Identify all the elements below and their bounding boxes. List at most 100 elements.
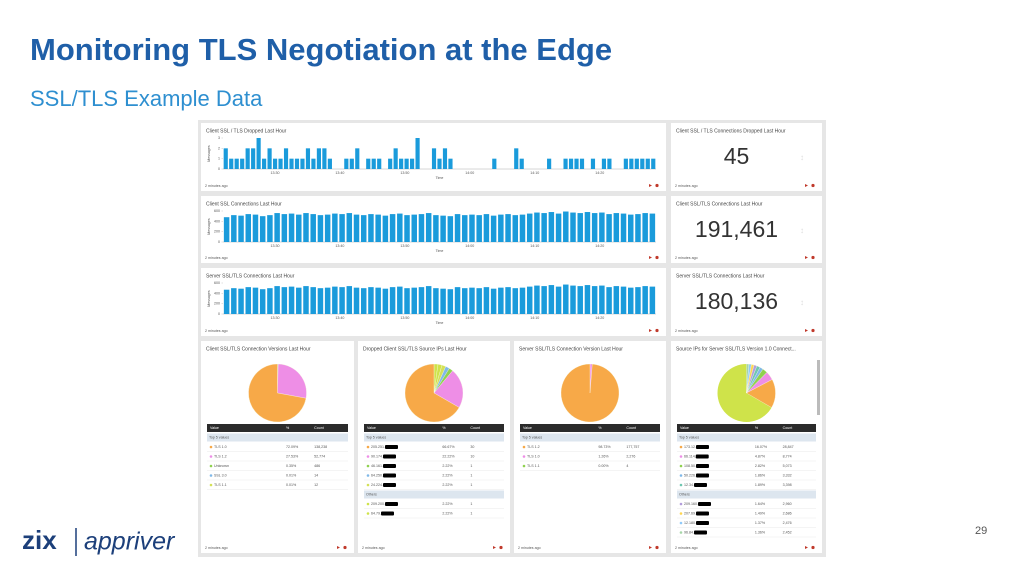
bar <box>305 148 311 169</box>
bar <box>259 216 266 242</box>
row-value: TLS 1.1 <box>214 483 227 487</box>
bar <box>505 214 511 242</box>
bar <box>324 214 331 242</box>
legend-dot <box>366 483 370 487</box>
bar <box>288 213 295 242</box>
bar <box>375 287 381 314</box>
bar <box>620 213 627 242</box>
bar <box>634 158 639 169</box>
bar <box>272 158 278 169</box>
bar <box>289 158 294 169</box>
bar <box>274 286 280 314</box>
time-label: 14:10 <box>530 171 539 175</box>
bar <box>281 214 288 242</box>
group-header <box>520 433 660 442</box>
row-count: 2,452 <box>783 530 792 534</box>
bar <box>548 285 555 314</box>
group-label: Others <box>366 492 377 496</box>
redaction <box>381 511 394 516</box>
bar <box>579 158 585 169</box>
panel-title: Client SSL / TLS Connections Dropped Las… <box>676 128 786 134</box>
bar <box>555 286 562 314</box>
row-percent: 66.67% <box>442 445 455 449</box>
redaction <box>698 502 711 506</box>
bar <box>377 158 382 169</box>
group-header <box>364 433 504 442</box>
bar <box>288 286 295 314</box>
bar <box>607 158 612 169</box>
bar <box>584 212 591 242</box>
y-tick-label: 200 <box>214 230 220 234</box>
bar <box>234 158 239 169</box>
panel-footer: 2 minutes ago <box>205 546 228 550</box>
column-header: Count <box>470 426 480 430</box>
time-label: 14:10 <box>530 244 539 248</box>
bar <box>570 212 576 242</box>
bar <box>490 215 497 242</box>
row-percent: 0.00% <box>598 464 609 468</box>
row-count: 30 <box>470 445 474 449</box>
bar <box>599 212 605 242</box>
column-header: % <box>442 426 446 430</box>
column-header: % <box>598 426 602 430</box>
bar <box>627 214 634 242</box>
play-icon <box>337 546 340 549</box>
pie-slice <box>404 363 460 423</box>
play-icon <box>649 256 652 259</box>
bar <box>548 212 555 242</box>
redaction <box>694 483 707 487</box>
bar <box>382 288 389 314</box>
redaction <box>385 502 398 506</box>
alert-icon <box>655 255 659 260</box>
bar <box>519 214 526 242</box>
bar <box>649 286 656 314</box>
bar <box>563 158 568 169</box>
bar <box>570 285 576 314</box>
bar <box>462 215 468 242</box>
panel-title: Dropped Client SSL/TLS Source IPs Last H… <box>363 346 467 352</box>
bar <box>251 148 256 169</box>
y-tick-label: 0 <box>218 312 220 316</box>
bar <box>440 288 446 314</box>
bar <box>623 158 628 169</box>
row-percent: 0.35% <box>286 464 297 468</box>
bar <box>645 158 650 169</box>
legend-dot <box>679 512 683 515</box>
legend-dot <box>366 464 370 468</box>
panel <box>671 268 822 336</box>
row-value: TLS 1.0 <box>214 445 227 449</box>
row-percent: 72.09% <box>286 445 299 449</box>
bar <box>360 288 367 314</box>
table-header <box>677 424 816 432</box>
bar <box>590 158 596 169</box>
table-header <box>207 424 348 432</box>
redaction <box>696 511 709 516</box>
bar <box>642 213 648 242</box>
bar <box>399 158 404 169</box>
single-value: 45 <box>724 143 750 169</box>
row-percent: 16.07% <box>755 445 768 449</box>
bar <box>262 158 267 169</box>
redaction <box>696 521 709 525</box>
alert-icon <box>343 545 347 550</box>
bar <box>606 214 612 242</box>
bar <box>651 158 656 169</box>
row-percent: 2.22% <box>442 511 453 515</box>
play-icon <box>649 546 652 549</box>
bar <box>267 215 273 242</box>
bar <box>599 285 605 314</box>
bar <box>303 286 309 314</box>
bar <box>498 214 504 242</box>
alert-icon <box>655 183 659 188</box>
panel-footer: 2 minutes ago <box>675 329 698 333</box>
bar <box>411 214 417 242</box>
legend-dot <box>209 474 213 477</box>
row-percent: 1.64% <box>755 502 766 506</box>
time-label: 13:30 <box>270 316 279 320</box>
bar <box>425 213 432 242</box>
bar <box>519 287 526 314</box>
logo-appriver: appriver <box>84 528 176 556</box>
row-percent: 1.37% <box>755 521 766 525</box>
bar <box>514 148 519 169</box>
